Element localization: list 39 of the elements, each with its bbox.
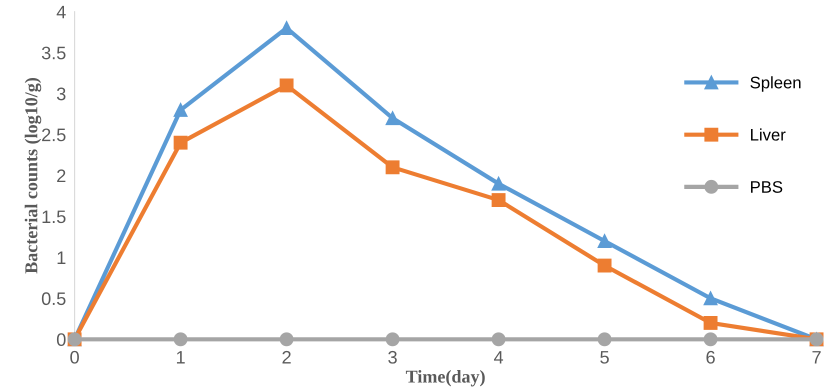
legend-label: PBS [751, 181, 782, 193]
point [598, 234, 612, 248]
y-tick-label: 1.5 [42, 210, 66, 224]
point [704, 332, 718, 346]
point [492, 332, 506, 346]
y-tick-label: 3.5 [42, 46, 66, 60]
point [280, 332, 294, 346]
x-tick-label: 0 [70, 350, 79, 364]
x-tick-label: 5 [600, 351, 609, 364]
point [704, 291, 718, 306]
point [174, 332, 188, 346]
y-tick-label: 2.5 [42, 128, 66, 142]
y-axis-title: Bacterial counts (log10/g) [24, 78, 42, 274]
point [598, 258, 612, 273]
y-tick-label: 2 [57, 169, 66, 182]
y-tick-label: 3 [56, 88, 66, 100]
point [174, 136, 188, 150]
point [492, 176, 506, 191]
x-tick-label: 7 [812, 351, 821, 364]
y-tick-label: 0.5 [42, 292, 66, 306]
x-tick-label: 4 [494, 351, 504, 364]
x-axis-title: Time(day) [406, 370, 485, 386]
legend-label: Spleen [750, 76, 800, 92]
x-tick-label: 2 [282, 350, 291, 364]
x-tick-label: 6 [706, 350, 715, 364]
point [386, 332, 400, 346]
y-tick-label: 0 [56, 333, 66, 346]
y-tick-label: 1 [58, 252, 66, 264]
y-tick-label: 4 [56, 6, 66, 18]
point [704, 316, 718, 330]
point [280, 78, 294, 92]
point [386, 160, 400, 174]
point [492, 193, 506, 208]
x-tick-label: 1 [176, 351, 185, 364]
legend-label: Liver [751, 128, 786, 141]
point [598, 332, 612, 346]
point [174, 103, 188, 117]
point [386, 111, 400, 126]
x-tick-label: 3 [388, 350, 397, 364]
